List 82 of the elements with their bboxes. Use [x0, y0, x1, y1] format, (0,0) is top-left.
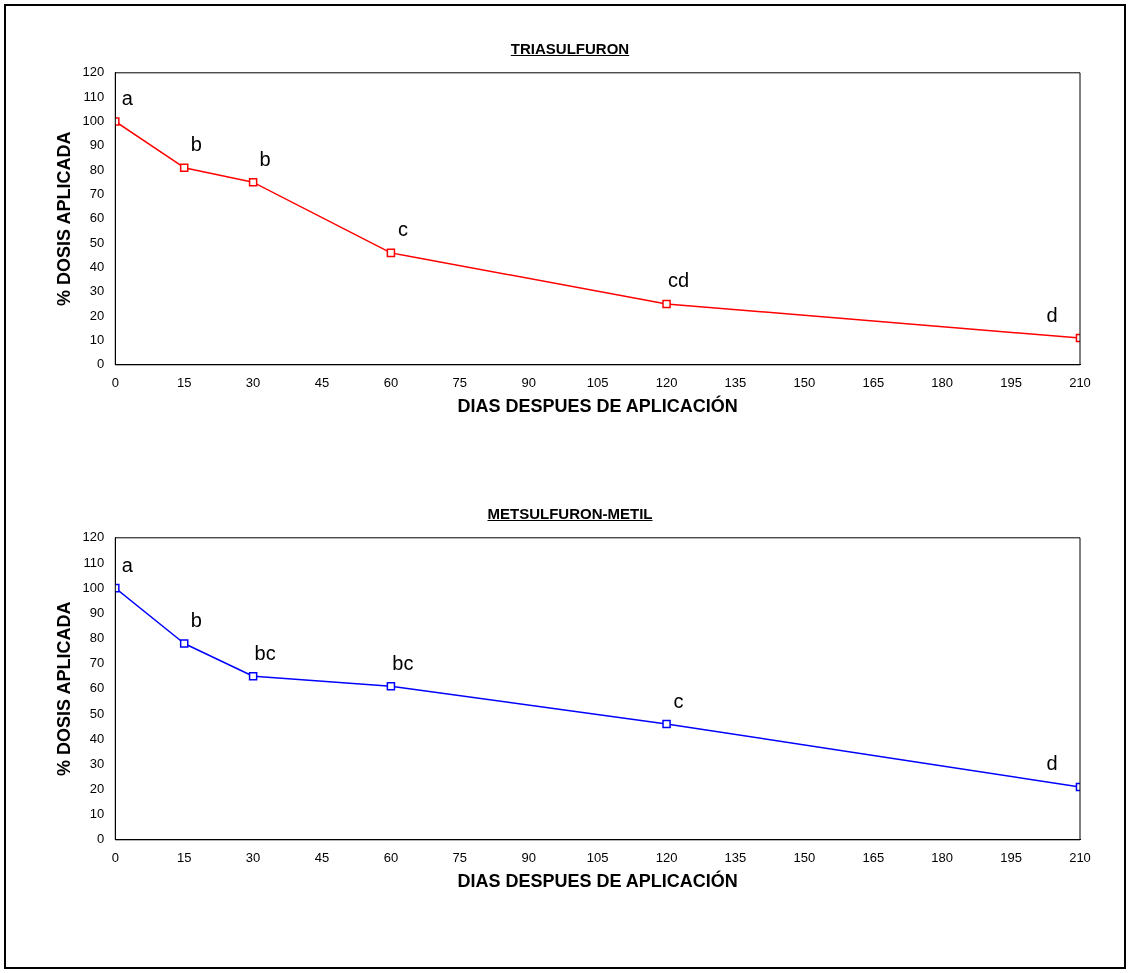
x-tick-label: 15	[176, 375, 192, 391]
y-axis-title: % DOSIS APLICADA	[53, 131, 74, 306]
x-tick-label: 0	[111, 850, 119, 866]
x-axis-title: DIAS DESPUES DE APLICACIÓN	[457, 870, 738, 892]
point	[662, 719, 671, 729]
y-tick-label: 50	[89, 705, 105, 721]
x-tick-label: 165	[862, 850, 885, 866]
x-tick-label: 15	[176, 850, 192, 866]
y-tick-label: 120	[82, 64, 105, 80]
y-tick-label: 30	[89, 283, 105, 299]
x-tick-label: 45	[314, 850, 330, 866]
x-tick-label: 210	[1069, 375, 1091, 391]
x-tick-label: 195	[1000, 375, 1022, 391]
x-tick-label: 120	[655, 850, 678, 866]
chart-title: METSULFURON-METIL	[486, 505, 654, 524]
x-tick-label: 210	[1069, 850, 1091, 866]
x-tick-label: 195	[1000, 850, 1022, 866]
data-label: a	[121, 86, 134, 109]
y-tick-label: 100	[82, 113, 105, 129]
x-tick-label: 180	[931, 850, 954, 866]
x-tick-label: 30	[245, 850, 261, 866]
x-tick-label: 105	[586, 375, 609, 391]
y-tick-label: 100	[82, 579, 105, 595]
y-tick-label: 50	[89, 234, 105, 250]
x-tick-label: 120	[655, 375, 678, 391]
y-tick-label: 70	[89, 655, 105, 671]
x-tick-label: 135	[724, 375, 747, 391]
y-axis-title: % DOSIS APLICADA	[53, 601, 74, 776]
y-tick-label: 20	[89, 307, 105, 323]
x-tick-label: 135	[724, 850, 747, 866]
data-label: cd	[667, 269, 690, 292]
data-label: bc	[254, 641, 276, 664]
data-label: b	[190, 133, 202, 156]
x-tick-label: 75	[452, 375, 468, 391]
y-tick-label: 60	[89, 210, 105, 226]
data-label: b	[190, 609, 202, 632]
x-axis-title: DIAS DESPUES DE APLICACIÓN	[457, 395, 738, 417]
point	[179, 639, 189, 648]
data-label: b	[259, 147, 271, 170]
x-tick-label: 90	[521, 850, 536, 866]
point	[386, 248, 396, 258]
y-tick-label: 0	[97, 831, 105, 847]
x-tick-label: 150	[793, 375, 816, 391]
y-tick-label: 10	[89, 806, 105, 822]
point	[386, 682, 396, 691]
data-label: d	[1046, 752, 1058, 775]
data-label: a	[121, 553, 134, 576]
x-tick-label: 60	[383, 375, 399, 391]
x-tick-label: 165	[862, 375, 885, 391]
point	[662, 299, 671, 309]
point	[248, 671, 258, 681]
y-tick-label: 90	[89, 604, 105, 620]
x-tick-label: 180	[931, 375, 954, 391]
y-tick-label: 40	[89, 730, 105, 746]
data-label: c	[673, 689, 684, 712]
y-tick-label: 80	[89, 630, 105, 646]
x-tick-label: 105	[586, 850, 609, 866]
data-label: bc	[392, 651, 414, 674]
y-tick-label: 0	[97, 356, 105, 372]
x-tick-label: 45	[314, 375, 330, 391]
data-label: d	[1046, 303, 1058, 326]
chart-title: TRIASULFURON	[509, 40, 631, 59]
data-label: c	[397, 218, 408, 241]
y-tick-label: 30	[89, 755, 105, 771]
y-tick-label: 110	[83, 88, 105, 104]
y-tick-label: 80	[89, 161, 105, 177]
point	[248, 178, 258, 187]
y-tick-label: 20	[89, 781, 105, 797]
y-tick-label: 120	[82, 529, 105, 545]
x-tick-label: 150	[793, 850, 816, 866]
x-tick-label: 60	[383, 850, 399, 866]
x-tick-label: 0	[111, 375, 119, 391]
x-tick-label: 90	[521, 375, 536, 391]
point	[179, 163, 189, 172]
x-tick-label: 30	[245, 375, 261, 391]
y-tick-label: 90	[89, 137, 105, 153]
y-tick-label: 10	[89, 332, 105, 348]
y-tick-label: 110	[83, 554, 105, 570]
y-tick-label: 40	[89, 259, 105, 275]
y-tick-label: 60	[89, 680, 105, 696]
y-tick-label: 70	[89, 186, 105, 202]
x-tick-label: 75	[452, 850, 468, 866]
